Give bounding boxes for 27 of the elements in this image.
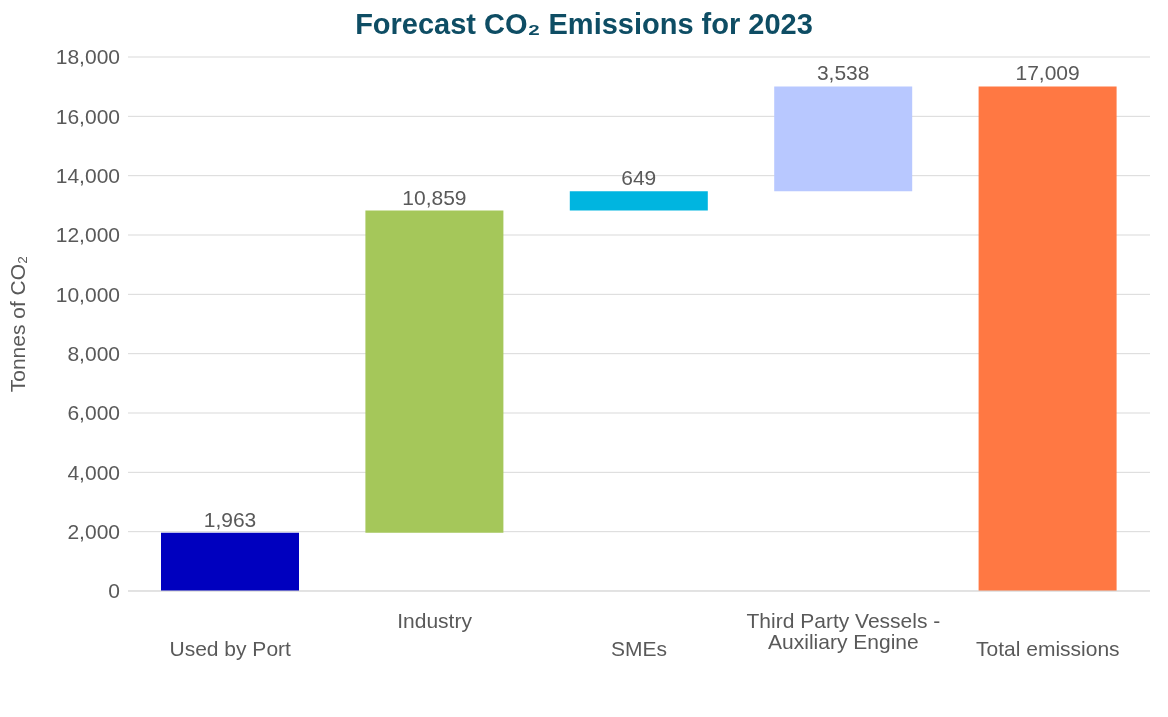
bar <box>978 86 1117 591</box>
y-tick-label: 14,000 <box>55 164 120 188</box>
x-tick-label: SMEs <box>610 636 668 660</box>
data-label: 3,538 <box>816 61 870 85</box>
y-tick-label: 18,000 <box>55 45 120 69</box>
data-label: 17,009 <box>1015 61 1080 85</box>
data-label: 649 <box>621 166 657 190</box>
y-tick-label: 6,000 <box>67 401 120 425</box>
bar <box>774 86 913 192</box>
y-tick-label: 16,000 <box>55 104 120 128</box>
x-tick-label: Total emissions <box>976 636 1120 660</box>
data-label: 1,963 <box>203 507 257 531</box>
y-tick-label: 10,000 <box>55 282 120 306</box>
bar <box>569 191 708 211</box>
bar <box>365 210 504 533</box>
bar <box>161 532 299 591</box>
y-axis-title: Tonnes of CO₂ <box>6 255 30 393</box>
y-tick-label: 2,000 <box>67 520 120 544</box>
chart-title: Forecast CO₂ Emissions for 2023 <box>354 8 814 41</box>
x-tick-label: Third Party Vessels - Auxiliary Engine <box>746 608 941 653</box>
y-tick-label: 8,000 <box>67 342 120 366</box>
y-tick-label: 0 <box>108 579 120 603</box>
y-tick-label: 12,000 <box>55 223 120 247</box>
y-tick-label: 4,000 <box>67 460 120 484</box>
x-tick-label: Industry <box>397 608 473 632</box>
x-tick-label: Used by Port <box>169 636 292 660</box>
data-label: 10,859 <box>402 185 467 209</box>
